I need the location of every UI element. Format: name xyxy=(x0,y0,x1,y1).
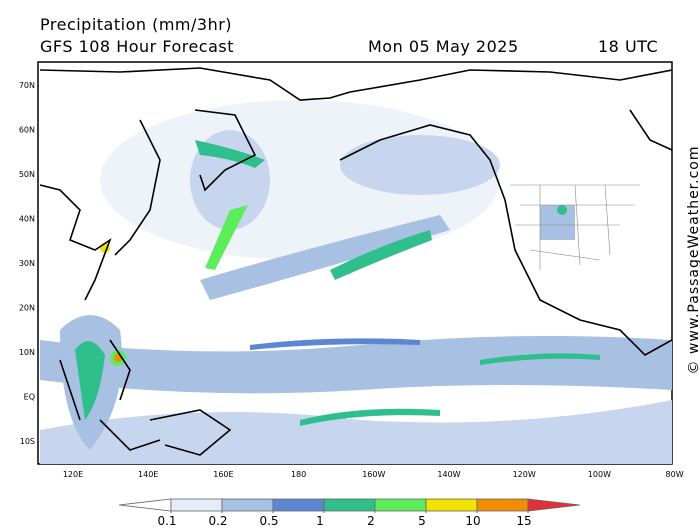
coastline xyxy=(194,109,257,192)
map xyxy=(37,61,673,465)
legend-tick-label: 1 xyxy=(316,514,324,525)
legend-tick-label: 10 xyxy=(465,514,480,525)
map-title: Precipitation (mm/3hr) xyxy=(40,15,232,34)
lat-label: 50N xyxy=(19,170,35,179)
precip-area xyxy=(250,338,420,350)
legend: 0.1 0.2 0.5 1 2 5 10 15 xyxy=(118,498,581,528)
coastline xyxy=(39,67,351,101)
lon-labels: 120E 140E 160E 180 160W 140W 120W 100W 80W xyxy=(63,470,684,479)
borders xyxy=(510,184,640,270)
border xyxy=(510,184,640,270)
legend-swatch xyxy=(272,498,325,512)
precip-field xyxy=(40,100,672,464)
lat-label: 40N xyxy=(19,215,35,224)
legend-tick-label: 0.2 xyxy=(208,514,227,525)
legend-swatch xyxy=(425,498,478,512)
coastline xyxy=(114,119,161,256)
coastline xyxy=(149,409,232,456)
lon-label: 140E xyxy=(138,470,158,479)
precip-area xyxy=(557,205,567,215)
legend-swatch xyxy=(170,498,223,512)
coastline xyxy=(39,184,112,301)
coastline xyxy=(59,339,161,451)
lon-label: 180 xyxy=(291,470,306,479)
lat-label: 30N xyxy=(19,259,35,268)
lon-label: 120E xyxy=(63,470,83,479)
legend-swatch xyxy=(374,498,427,512)
precip-area xyxy=(40,336,672,394)
precip-area xyxy=(330,230,432,280)
legend-tick-label: 0.1 xyxy=(157,514,176,525)
lat-label: 60N xyxy=(19,126,35,135)
legend-swatch xyxy=(476,498,529,512)
precip-area xyxy=(40,400,672,464)
legend-swatch xyxy=(221,498,274,512)
lat-label: 10N xyxy=(19,348,35,357)
precip-area xyxy=(195,140,265,168)
forecast-time: 18 UTC xyxy=(598,37,658,56)
lat-label: EQ xyxy=(24,393,35,402)
precip-area xyxy=(340,135,500,195)
coastlines xyxy=(39,67,672,456)
lat-label: 70N xyxy=(19,81,35,90)
legend-tick-label: 5 xyxy=(418,514,426,525)
precip-area xyxy=(200,215,450,300)
precip-area xyxy=(205,205,248,270)
lon-label: 80W xyxy=(666,470,684,479)
precip-area xyxy=(540,205,575,240)
lon-label: 120W xyxy=(513,470,536,479)
legend-arrow xyxy=(527,498,581,512)
lat-labels: 70N 60N 50N 40N 30N 20N 10N EQ 10S xyxy=(19,81,35,446)
legend-tick-label: 2 xyxy=(367,514,375,525)
coastline xyxy=(629,109,672,151)
lon-label: 140W xyxy=(437,470,460,479)
precip-area xyxy=(480,353,600,365)
coastline xyxy=(349,69,672,93)
lon-label: 100W xyxy=(588,470,611,479)
map-subtitle: GFS 108 Hour Forecast xyxy=(40,37,234,56)
legend-tick-label: 15 xyxy=(516,514,531,525)
precip-area xyxy=(75,341,105,420)
forecast-date: Mon 05 May 2025 xyxy=(368,37,519,56)
legend-swatch xyxy=(323,498,376,512)
lat-label: 20N xyxy=(19,304,35,313)
lon-label: 160E xyxy=(213,470,233,479)
lat-label: 10S xyxy=(20,437,35,446)
precip-area xyxy=(300,408,440,426)
lon-label: 160W xyxy=(362,470,385,479)
watermark: © www.PassageWeather.com xyxy=(686,145,700,374)
legend-arrow xyxy=(118,498,172,512)
coastline xyxy=(339,124,672,356)
legend-tick-label: 0.5 xyxy=(259,514,278,525)
